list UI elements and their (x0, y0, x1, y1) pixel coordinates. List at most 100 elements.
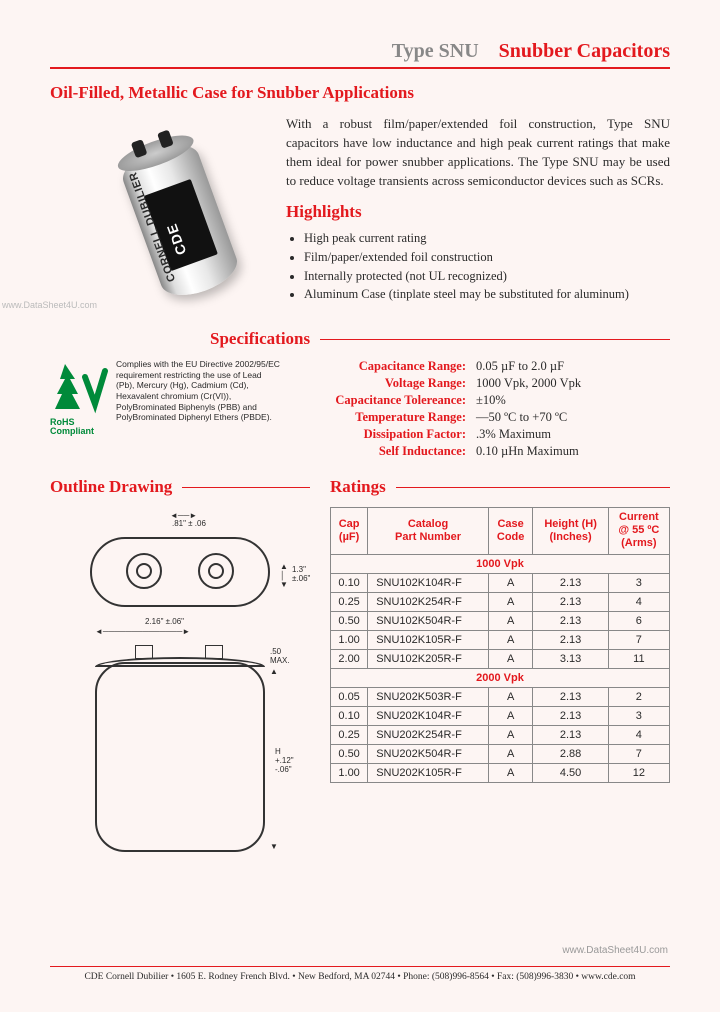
table-cell: A (488, 649, 533, 668)
highlight-item: Film/paper/extended foil construction (304, 248, 670, 267)
table-cell: A (488, 706, 533, 725)
table-cell: 0.10 (331, 706, 368, 725)
table-cell: SNU202K254R-F (368, 725, 489, 744)
table-cell: A (488, 573, 533, 592)
table-cell: SNU102K254R-F (368, 592, 489, 611)
table-row: 0.50SNU202K504R-FA2.887 (331, 744, 670, 763)
header-type: Type SNU (392, 40, 479, 62)
spec-label: Capacitance Tolereance: (296, 393, 476, 408)
col-current: Current@ 55 ºC(Arms) (608, 508, 669, 555)
table-row: 1.00SNU102K105R-FA2.137 (331, 630, 670, 649)
table-cell: A (488, 611, 533, 630)
col-case: CaseCode (488, 508, 533, 555)
specifications-heading: Specifications (210, 329, 310, 349)
table-cell: 1.00 (331, 630, 368, 649)
table-row: 0.10SNU102K104R-FA2.133 (331, 573, 670, 592)
ratings-table: Cap(µF) CatalogPart Number CaseCode Heig… (330, 507, 670, 783)
spec-label: Temperature Range: (296, 410, 476, 425)
highlight-item: Internally protected (not UL recognized) (304, 267, 670, 286)
ratings-heading: Ratings (330, 477, 386, 497)
table-cell: 4 (608, 592, 669, 611)
table-cell: 2.13 (533, 573, 608, 592)
table-cell: 7 (608, 630, 669, 649)
table-cell: SNU202K105R-F (368, 763, 489, 782)
table-cell: 0.25 (331, 725, 368, 744)
table-cell: 6 (608, 611, 669, 630)
table-cell: 2 (608, 687, 669, 706)
dim-spacing: .81" ± .06 (172, 519, 206, 528)
highlight-item: High peak current rating (304, 229, 670, 248)
spec-value: 1000 Vpk, 2000 Vpk (476, 376, 581, 391)
table-cell: 1.00 (331, 763, 368, 782)
spec-label: Voltage Range: (296, 376, 476, 391)
intro-paragraph: With a robust film/paper/extended foil c… (286, 115, 670, 190)
table-cell: A (488, 725, 533, 744)
table-cell: SNU202K104R-F (368, 706, 489, 725)
col-cap: Cap(µF) (331, 508, 368, 555)
table-cell: SNU102K104R-F (368, 573, 489, 592)
table-cell: 0.50 (331, 611, 368, 630)
spec-label: Dissipation Factor: (296, 427, 476, 442)
table-cell: 0.50 (331, 744, 368, 763)
table-cell: 2.00 (331, 649, 368, 668)
highlights-list: High peak current rating Film/paper/exte… (304, 229, 670, 304)
table-cell: 2.13 (533, 725, 608, 744)
table-cell: 12 (608, 763, 669, 782)
table-cell: 2.13 (533, 706, 608, 725)
table-cell: A (488, 687, 533, 706)
rohs-icon: RoHSCompliant (50, 359, 110, 434)
rohs-label: RoHSCompliant (50, 418, 94, 436)
table-cell: 0.10 (331, 573, 368, 592)
page-header: Type SNU Snubber Capacitors (50, 40, 670, 63)
ratings-group: 1000 Vpk (331, 554, 670, 573)
table-cell: 2.13 (533, 592, 608, 611)
col-height: Height (H)(Inches) (533, 508, 608, 555)
table-cell: 2.13 (533, 630, 608, 649)
header-product: Snubber Capacitors (499, 40, 670, 62)
table-cell: 3 (608, 706, 669, 725)
table-cell: 3.13 (533, 649, 608, 668)
table-row: 0.25SNU202K254R-FA2.134 (331, 725, 670, 744)
table-cell: SNU102K205R-F (368, 649, 489, 668)
ratings-group: 2000 Vpk (331, 668, 670, 687)
table-cell: 2.88 (533, 744, 608, 763)
header-rule (50, 67, 670, 69)
watermark-left: www.DataSheet4U.com (2, 300, 97, 310)
watermark-right: www.DataSheet4U.com (562, 945, 668, 956)
table-cell: 3 (608, 573, 669, 592)
table-cell: A (488, 592, 533, 611)
table-cell: 7 (608, 744, 669, 763)
table-cell: 4.50 (533, 763, 608, 782)
table-cell: A (488, 763, 533, 782)
page-subtitle: Oil-Filled, Metallic Case for Snubber Ap… (50, 83, 670, 103)
dim-width: 2.16" ±.06" (145, 617, 184, 626)
specifications-table: Capacitance Range:0.05 µF to 2.0 µF Volt… (296, 359, 670, 461)
table-cell: A (488, 744, 533, 763)
outline-drawing: ◄──► .81" ± .06 ▲│▼ 1.3" ±.06" ◄────────… (50, 507, 310, 867)
rohs-text: Complies with the EU Directive 2002/95/E… (116, 359, 280, 423)
table-cell: SNU202K504R-F (368, 744, 489, 763)
outline-heading: Outline Drawing (50, 477, 172, 497)
highlights-heading: Highlights (286, 200, 670, 225)
table-cell: 11 (608, 649, 669, 668)
spec-value: .3% Maximum (476, 427, 551, 442)
dim-oval-height: 1.3" ±.06" (292, 565, 310, 583)
col-partnum: CatalogPart Number (368, 508, 489, 555)
table-cell: SNU202K503R-F (368, 687, 489, 706)
table-cell: 4 (608, 725, 669, 744)
dim-height: H +.12" -.06" (275, 747, 295, 774)
rohs-compliance: RoHSCompliant Complies with the EU Direc… (50, 359, 280, 434)
spec-label: Self Inductance: (296, 444, 476, 459)
table-row: 0.25SNU102K254R-FA2.134 (331, 592, 670, 611)
table-cell: 2.13 (533, 611, 608, 630)
dim-term-height: .50 MAX. (270, 647, 295, 665)
table-cell: SNU102K105R-F (368, 630, 489, 649)
table-cell: SNU102K504R-F (368, 611, 489, 630)
table-cell: 2.13 (533, 687, 608, 706)
spec-value: 0.05 µF to 2.0 µF (476, 359, 564, 374)
spec-value: —50 ºC to +70 ºC (476, 410, 567, 425)
spec-label: Capacitance Range: (296, 359, 476, 374)
table-cell: 0.05 (331, 687, 368, 706)
capacitor-image: CDE CORNELL DUBILIER (50, 115, 270, 315)
table-cell: A (488, 630, 533, 649)
